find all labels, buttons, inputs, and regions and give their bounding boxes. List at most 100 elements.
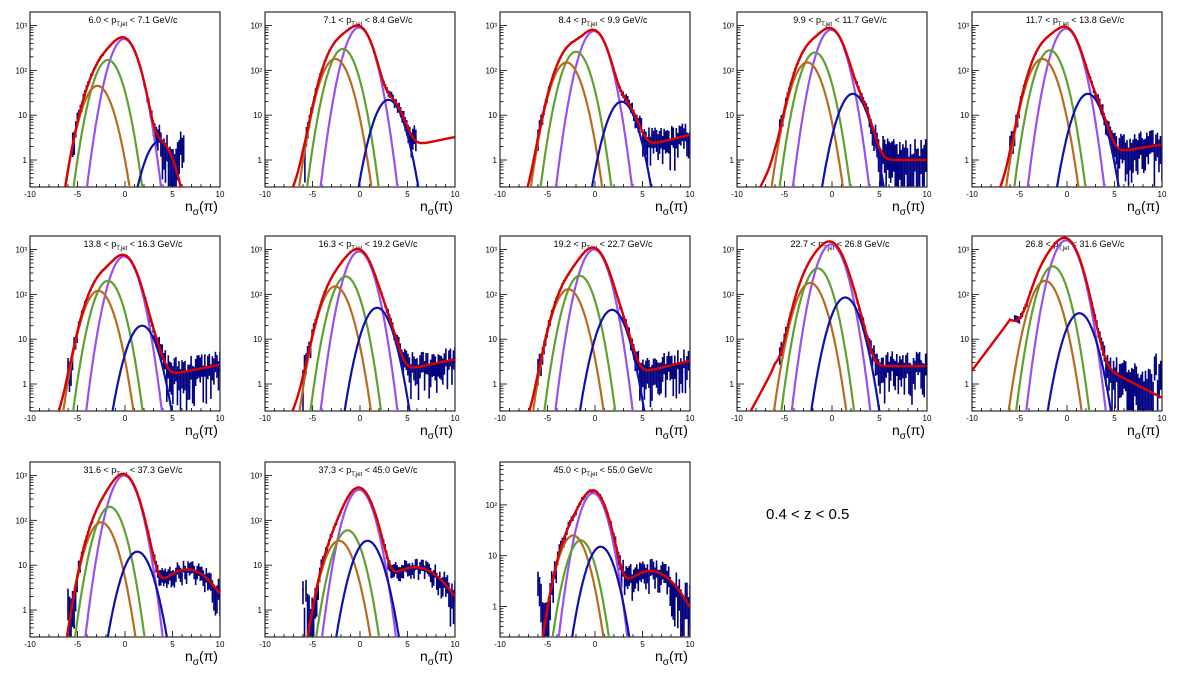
y-tick-label: 10 <box>18 561 27 570</box>
electron-curve <box>810 296 881 411</box>
panel-9: -10 -5 0 5 10 1 10 10² 10³ 22.7 < pT,jet < 26.8 G… <box>722 235 932 442</box>
x-tick-label: 10 <box>923 190 932 199</box>
x-axis-label: nσ(π) <box>185 198 218 218</box>
kaon-curve <box>72 58 144 187</box>
y-tick-label: 1 <box>258 606 263 615</box>
y-tick-label: 10² <box>15 66 27 75</box>
y-tick-label: 10 <box>18 111 27 120</box>
panel-title: 22.7 < pT,jet < 26.8 GeV/c <box>790 239 890 252</box>
proton-curve <box>1007 279 1083 411</box>
electron-curve <box>1055 92 1120 187</box>
x-axis-label: nσ(π) <box>892 198 925 218</box>
panel-1: -10 -5 0 5 10 1 10 10² 10³ 6.0 < pT,jet < 7.1 GeV… <box>15 11 225 218</box>
total-fit-curve <box>291 24 455 187</box>
panel-10: -10 -5 0 5 10 1 10 10² 10³ 26.8 < pT,jet < 31.6 G… <box>957 235 1167 442</box>
x-axis-label: nσ(π) <box>185 648 218 668</box>
x-tick-label: -5 <box>544 414 552 423</box>
y-tick-label: 10 <box>253 335 262 344</box>
x-tick-label: 0 <box>123 640 128 649</box>
y-tick-label: 1 <box>23 606 28 615</box>
plot-area <box>972 236 1162 411</box>
kaon-curve <box>73 505 146 637</box>
x-tick-label: -10 <box>24 640 36 649</box>
x-axis-label: nσ(π) <box>892 422 925 442</box>
x-tick-label: -5 <box>544 640 552 649</box>
x-tick-label: 5 <box>170 190 175 199</box>
x-tick-label: -10 <box>494 190 506 199</box>
panel-8: -10 -5 0 5 10 1 10 10² 10³ 19.2 < pT,jet < 22.7 G… <box>485 235 695 442</box>
plot-area <box>302 486 455 637</box>
total-fit-curve <box>65 472 220 637</box>
y-tick-label: 1 <box>965 380 970 389</box>
panel-title: 26.8 < pT,jet < 31.6 GeV/c <box>1025 239 1125 252</box>
x-tick-label: 0 <box>358 640 363 649</box>
x-tick-label: 10 <box>686 640 695 649</box>
y-tick-label: 10 <box>488 552 497 561</box>
x-tick-label: 10 <box>451 190 460 199</box>
x-tick-label: 10 <box>686 190 695 199</box>
electron-curve <box>578 308 646 411</box>
electron-curve <box>111 324 173 411</box>
y-tick-label: 10 <box>488 111 497 120</box>
y-tick-label: 10³ <box>250 21 262 30</box>
y-tick-label: 10³ <box>485 245 497 254</box>
y-tick-label: 10³ <box>722 245 734 254</box>
pion-curve <box>84 474 164 637</box>
panel-5: -10 -5 0 5 10 1 10 10² 10³ 11.7 < pT,jet < 13.8 G… <box>957 11 1167 218</box>
y-tick-label: 10² <box>722 66 734 75</box>
x-axis-label: nσ(π) <box>420 648 453 668</box>
pion-curve <box>790 243 872 411</box>
x-tick-label: 5 <box>170 640 175 649</box>
x-tick-label: -10 <box>494 640 506 649</box>
y-tick-label: 10³ <box>957 245 969 254</box>
panel-title: 6.0 < pT,jet < 7.1 GeV/c <box>88 15 178 28</box>
x-tick-label: 0 <box>1065 414 1070 423</box>
plot-frame <box>499 11 691 188</box>
x-tick-label: 0 <box>358 414 363 423</box>
y-tick-label: 1 <box>730 156 735 165</box>
total-fit-curve <box>749 240 927 411</box>
plot-frame <box>264 235 456 412</box>
kaon-curve <box>309 275 383 411</box>
x-axis-label: nσ(π) <box>185 422 218 442</box>
x-tick-label: 5 <box>877 414 882 423</box>
x-tick-label: 10 <box>923 414 932 423</box>
y-tick-label: 10³ <box>250 471 262 480</box>
electron-curve <box>357 98 420 187</box>
y-tick-label: 10² <box>250 66 262 75</box>
y-tick-label: 10³ <box>722 21 734 30</box>
total-fit-curve <box>306 486 455 637</box>
x-tick-label: 0 <box>358 190 363 199</box>
y-tick-label: 1 <box>23 380 28 389</box>
x-tick-label: 0 <box>830 190 835 199</box>
plot-area <box>526 28 690 187</box>
x-axis-label: nσ(π) <box>655 648 688 668</box>
x-axis-label: nσ(π) <box>1127 422 1160 442</box>
y-tick-label: 10² <box>250 516 262 525</box>
x-tick-label: -10 <box>24 414 36 423</box>
x-tick-label: 5 <box>170 414 175 423</box>
x-axis-label: nσ(π) <box>420 198 453 218</box>
kaon-curve <box>72 279 144 411</box>
plot-area <box>528 246 690 411</box>
x-tick-label: -5 <box>74 414 82 423</box>
total-fit-curve <box>541 489 690 637</box>
plot-area <box>291 247 455 411</box>
y-tick-label: 10² <box>250 290 262 299</box>
y-tick-label: 10² <box>722 290 734 299</box>
total-fit-curve <box>526 28 690 187</box>
x-tick-label: 10 <box>216 640 225 649</box>
x-tick-label: 5 <box>1112 414 1117 423</box>
panel-title: 11.7 < pT,jet < 13.8 GeV/c <box>1026 15 1125 28</box>
y-tick-label: 1 <box>493 602 498 611</box>
x-tick-label: -5 <box>309 640 317 649</box>
x-tick-label: -5 <box>309 190 317 199</box>
kaon-curve <box>778 51 852 187</box>
x-tick-label: -10 <box>259 414 271 423</box>
x-tick-label: 0 <box>593 640 598 649</box>
plot-area <box>537 489 690 637</box>
plot-frame <box>29 235 221 412</box>
x-tick-label: 10 <box>686 414 695 423</box>
panel-12: -10 -5 0 5 10 1 10 10² 10³ 37.3 < pT,jet < 45.0 G… <box>250 461 460 668</box>
y-tick-label: 10² <box>15 290 27 299</box>
